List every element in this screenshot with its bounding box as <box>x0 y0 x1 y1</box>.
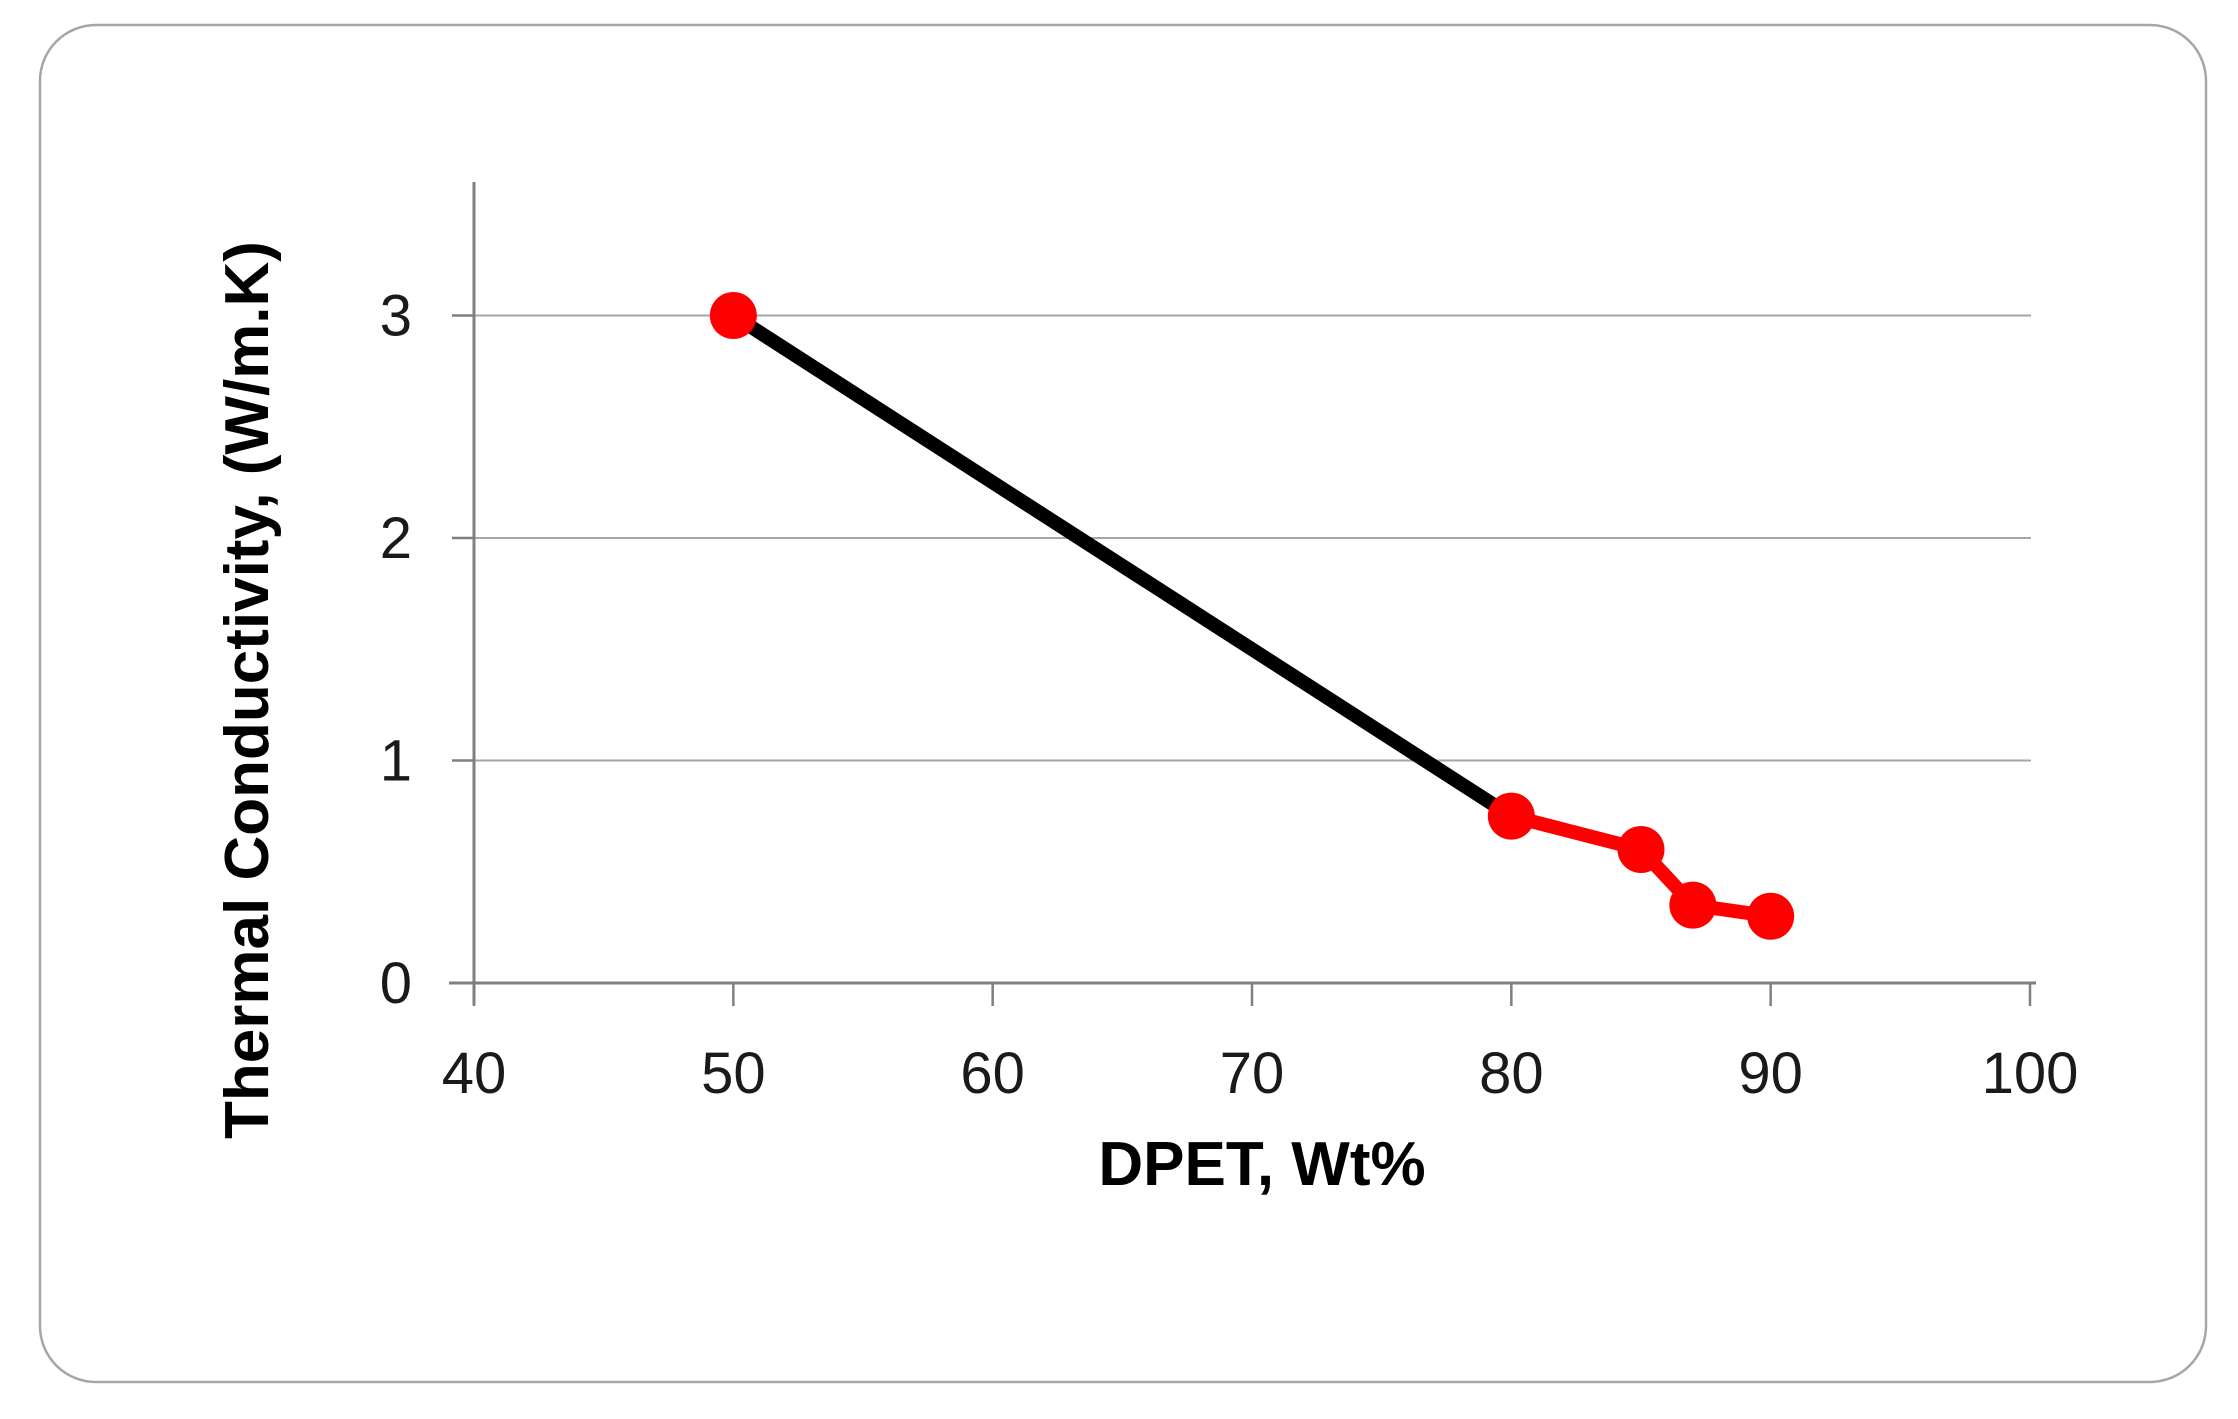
y-tick-label: 2 <box>380 506 412 571</box>
axis-ticks <box>452 314 2032 1006</box>
data-point-marker <box>1669 881 1717 929</box>
data-point-marker <box>1747 892 1795 940</box>
data-point-marker <box>709 292 757 339</box>
x-tick-label: 80 <box>1479 1041 1544 1106</box>
tick-labels: 40 50 60 70 80 90 100 0 1 2 3 <box>380 284 2079 1107</box>
data-series <box>709 292 1795 940</box>
axes <box>449 182 2036 1005</box>
x-tick-label: 100 <box>1982 1041 2079 1106</box>
y-tick-label: 0 <box>380 951 412 1016</box>
x-tick-label: 90 <box>1738 1041 1803 1106</box>
gridlines <box>472 314 2031 762</box>
x-tick-label: 50 <box>701 1041 766 1106</box>
figure-border-frame <box>38 23 2208 1384</box>
x-tick-label: 70 <box>1220 1041 1285 1106</box>
y-tick-label: 1 <box>380 729 412 794</box>
y-axis-title: Thermal Conductivity, (W/m.K) <box>213 241 282 1139</box>
series-segment <box>726 308 1519 824</box>
x-tick-label: 60 <box>960 1041 1025 1106</box>
y-tick-label: 3 <box>380 284 412 349</box>
data-point-marker <box>1487 792 1535 840</box>
x-axis-title: DPET, Wt% <box>1098 1130 1425 1199</box>
data-point-marker <box>1617 826 1665 873</box>
x-tick-label: 40 <box>442 1041 507 1106</box>
